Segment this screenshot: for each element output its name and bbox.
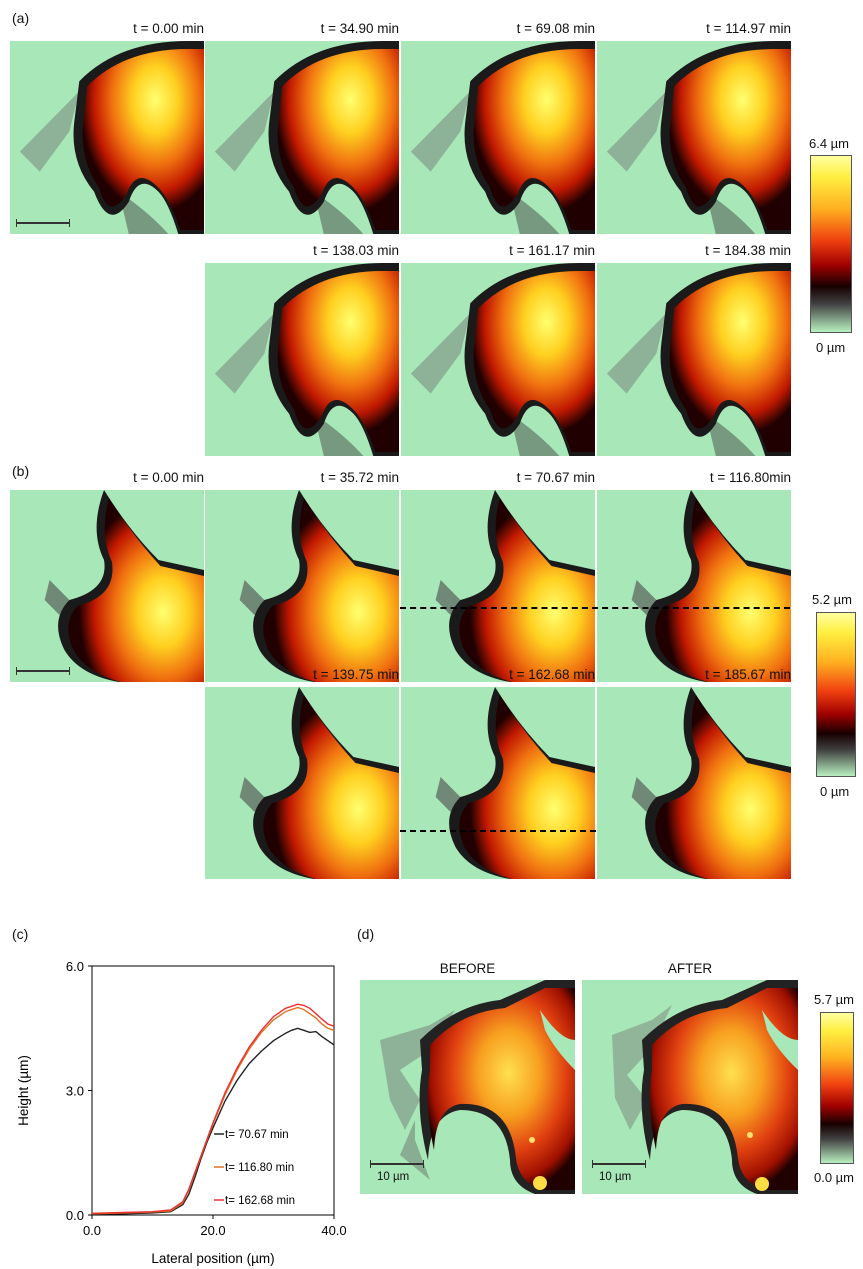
afm-frame-b-1 — [10, 490, 204, 682]
afm-frame-b-2 — [205, 490, 399, 682]
scale-bar-after — [592, 1160, 646, 1168]
panel-b-label: (b) — [12, 463, 30, 479]
colorbar-b — [816, 612, 856, 777]
legend-label-3: t= 162.68 min — [225, 1195, 295, 1207]
colorbar-a — [810, 155, 852, 333]
y-tick-label: 0.0 — [66, 1208, 84, 1223]
time-label-b-2: t = 35.72 min — [320, 470, 399, 485]
panel-a-label: (a) — [12, 10, 30, 26]
y-axis-label: Height (µm) — [16, 1055, 31, 1126]
time-label-b-5: t = 139.75 min — [313, 667, 399, 682]
series-line-1 — [91, 1027, 335, 1215]
colorbar-d-min: 0.0 µm — [814, 1170, 855, 1185]
scale-bar-before — [370, 1160, 424, 1168]
series-line-3 — [91, 1003, 335, 1214]
after-title: AFTER — [667, 961, 713, 976]
afm-image-before — [360, 980, 575, 1194]
before-title: BEFORE — [439, 961, 496, 976]
x-tick-label: 40.0 — [321, 1223, 346, 1238]
afm-image-after — [582, 980, 798, 1194]
scale-bar-b — [16, 667, 70, 675]
afm-frame-a-5 — [205, 263, 399, 456]
colorbar-d — [820, 1012, 854, 1164]
colorbar-b-max: 5.2 µm — [812, 592, 853, 607]
height-profile-chart: 0.0 20.0 40.0 0.0 3.0 6.0 Lateral position (µm… — [16, 959, 347, 1266]
panel-c-label: (c) — [12, 926, 29, 942]
time-label-a-2: t = 34.90 min — [320, 21, 399, 36]
panel-d-label: (d) — [357, 926, 375, 942]
afm-frame-b-4 — [597, 490, 791, 682]
colorbar-d-max: 5.7 µm — [814, 992, 855, 1007]
time-label-b-1: t = 0.00 min — [133, 470, 204, 485]
afm-frame-b-5 — [205, 687, 399, 879]
time-label-a-1: t = 0.00 min — [133, 21, 204, 36]
time-label-a-5: t = 138.03 min — [313, 243, 399, 258]
profile-line-top — [400, 607, 790, 609]
legend-label-1: t= 70.67 min — [225, 1129, 289, 1141]
legend-label-2: t= 116.80 min — [225, 1162, 294, 1174]
scale-bar-a — [16, 219, 70, 227]
scale-text-before: 10 µm — [377, 1171, 410, 1183]
colorbar-a-min: 0 µm — [816, 340, 846, 355]
y-tick-label: 6.0 — [66, 959, 84, 974]
time-label-a-3: t = 69.08 min — [516, 21, 595, 36]
time-label-b-7: t = 185.67 min — [705, 667, 791, 682]
colorbar-a-max: 6.4 µm — [809, 136, 850, 151]
afm-frame-a-6 — [401, 263, 595, 456]
time-label-b-6: t = 162.68 min — [509, 667, 595, 682]
afm-frame-b-6 — [401, 687, 595, 879]
time-label-b-4: t = 116.80min — [709, 470, 791, 485]
colorbar-b-min: 0 µm — [820, 784, 850, 799]
scale-text-after: 10 µm — [599, 1171, 632, 1183]
y-tick-label: 3.0 — [66, 1084, 84, 1099]
time-label-a-7: t = 184.38 min — [705, 243, 791, 258]
afm-frame-a-3 — [401, 41, 595, 234]
afm-frame-a-2 — [205, 41, 399, 234]
series-line-2 — [91, 1006, 335, 1215]
plot-frame — [91, 965, 335, 1216]
x-axis-label: Lateral position (µm) — [151, 1251, 274, 1266]
afm-frame-b-3 — [401, 490, 595, 682]
afm-frame-a-4 — [597, 41, 791, 234]
time-label-a-6: t = 161.17 min — [509, 243, 595, 258]
afm-frame-b-7 — [597, 687, 791, 879]
profile-line-bottom — [400, 830, 596, 832]
x-tick-label: 0.0 — [83, 1223, 101, 1238]
time-label-b-3: t = 70.67 min — [516, 470, 595, 485]
x-tick-label: 20.0 — [200, 1223, 225, 1238]
afm-frame-a-7 — [597, 263, 791, 456]
afm-frame-a-1 — [10, 41, 204, 234]
time-label-a-4: t = 114.97 min — [706, 21, 791, 36]
